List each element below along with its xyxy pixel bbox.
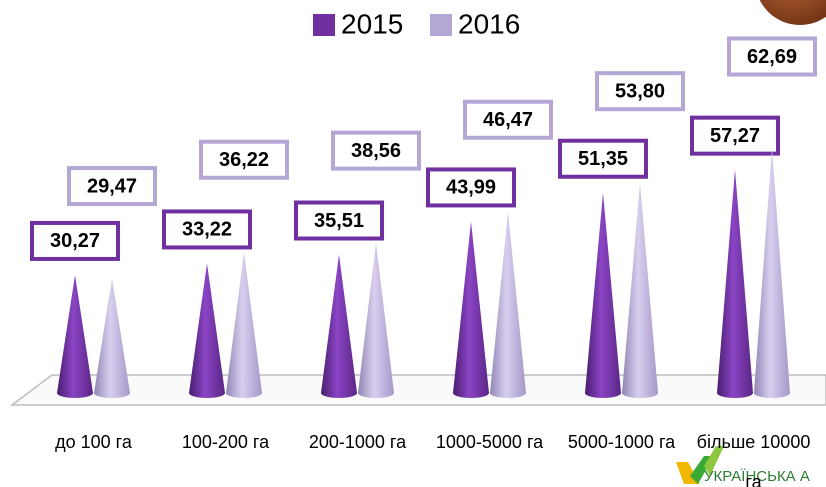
- value-label-box: [331, 130, 421, 171]
- value-label: 33,22: [182, 219, 232, 241]
- value-label-box: [690, 115, 780, 156]
- value-label-box: [727, 36, 817, 77]
- logo-text: УКРАЇНСЬКА А: [704, 468, 810, 485]
- cone: [585, 192, 621, 398]
- logo: [676, 446, 724, 484]
- legend-swatch: [430, 14, 452, 36]
- value-label: 46,47: [483, 109, 533, 131]
- cone: [490, 211, 526, 398]
- cone: [94, 278, 130, 398]
- value-label: 53,80: [615, 80, 665, 102]
- x-tick-label: більше 10000 га: [696, 432, 811, 487]
- value-label-box: [199, 139, 289, 180]
- cone: [453, 221, 489, 398]
- legend-label: 2016: [458, 8, 520, 39]
- value-label: 38,56: [351, 140, 401, 162]
- value-label: 51,35: [578, 148, 628, 170]
- cone: [622, 183, 658, 398]
- value-label: 43,99: [446, 177, 496, 199]
- value-label-box: [30, 220, 120, 261]
- value-label: 29,47: [87, 175, 137, 197]
- cone: [358, 242, 394, 398]
- cone: [754, 148, 790, 398]
- x-tick-label: 1000-5000 га: [435, 432, 544, 452]
- value-label: 30,27: [50, 230, 100, 252]
- cone: [226, 251, 262, 398]
- cone: [717, 169, 753, 398]
- cone: [57, 274, 93, 398]
- decoration: [759, 0, 826, 25]
- floor: [9, 374, 826, 406]
- x-tick-label: 100-200 га: [181, 432, 270, 452]
- cone: [321, 254, 357, 398]
- logo-mark: [704, 446, 724, 476]
- value-label-box: [426, 167, 516, 208]
- value-label: 62,69: [747, 46, 797, 68]
- value-label-box: [162, 209, 252, 250]
- value-label-box: [558, 138, 648, 179]
- value-label: 36,22: [219, 149, 269, 171]
- x-tick-label: до 100 га: [55, 432, 132, 452]
- legend-label: 2015: [341, 8, 403, 39]
- cone: [189, 263, 225, 398]
- value-label-box: [67, 166, 157, 207]
- value-label-box: [463, 99, 553, 140]
- legend-swatch: [313, 14, 335, 36]
- x-tick-label: 200-1000 га: [308, 432, 407, 452]
- value-label: 57,27: [710, 125, 760, 147]
- value-label-box: [294, 200, 384, 241]
- x-tick-label: 5000-1000 га: [567, 432, 676, 452]
- value-label-box: [595, 71, 685, 112]
- value-label: 35,51: [314, 210, 364, 232]
